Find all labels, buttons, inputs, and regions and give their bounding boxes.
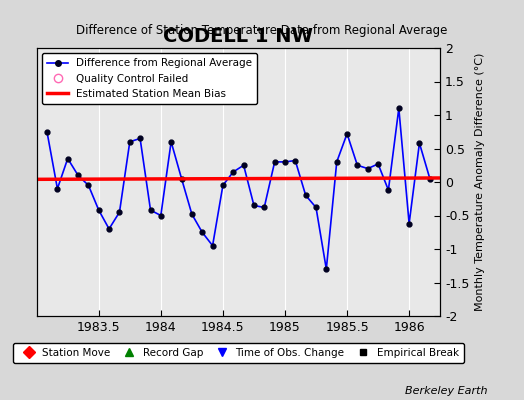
Title: CODELL 1 NW: CODELL 1 NW: [163, 28, 313, 46]
Text: Berkeley Earth: Berkeley Earth: [405, 386, 487, 396]
Legend: Station Move, Record Gap, Time of Obs. Change, Empirical Break: Station Move, Record Gap, Time of Obs. C…: [13, 343, 464, 363]
Text: Difference of Station Temperature Data from Regional Average: Difference of Station Temperature Data f…: [77, 24, 447, 37]
Y-axis label: Monthly Temperature Anomaly Difference (°C): Monthly Temperature Anomaly Difference (…: [475, 53, 485, 311]
